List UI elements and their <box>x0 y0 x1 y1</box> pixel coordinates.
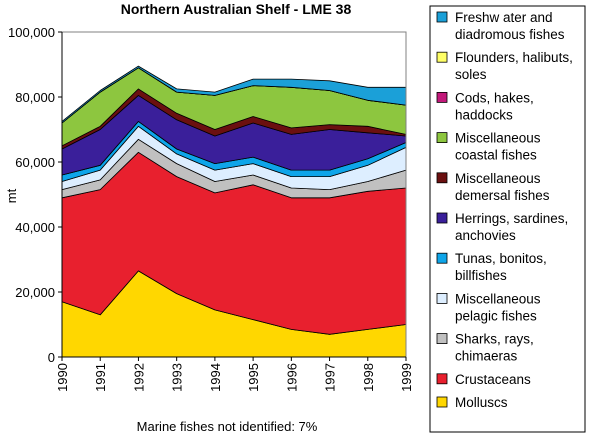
legend-label-herrings-sardines-anchovies: anchovies <box>455 228 516 243</box>
legend: Freshw ater and diadromous fishes Flounder… <box>429 5 586 433</box>
legend-label-cods-hakes-haddocks: Cods, hakes, <box>455 90 534 105</box>
x-tick-label: 1998 <box>361 363 376 392</box>
legend-label-freshwater-and-diadromous-fishes: diadromous fishes <box>455 27 565 42</box>
legend-swatch-molluscs <box>436 396 448 408</box>
legend-label-sharks-rays-chimaeras: Sharks, rays, <box>455 332 534 347</box>
legend-swatch-freshwater-and-diadromous-fishes <box>436 11 448 23</box>
y-tick-label: 40,000 <box>15 220 55 235</box>
x-tick-label: 1995 <box>246 363 261 392</box>
legend-swatch-cods-hakes-haddocks <box>436 92 448 103</box>
legend-swatch-miscellaneous-coastal-fishes <box>436 132 448 144</box>
legend-label-miscellaneous-demersal-fishes: demersal fishes <box>455 188 550 203</box>
legend-box <box>429 5 586 433</box>
legend-label-miscellaneous-coastal-fishes: coastal fishes <box>455 148 537 163</box>
y-tick-label: 60,000 <box>15 155 55 170</box>
legend-swatch-miscellaneous-demersal-fishes <box>436 172 448 184</box>
legend-label-freshwater-and-diadromous-fishes: Freshw ater and <box>455 10 553 25</box>
x-tick-label: 1994 <box>208 363 223 392</box>
legend-label-flounders-halibuts-soles: soles <box>455 67 487 82</box>
x-tick-label: 1993 <box>170 363 185 392</box>
axes: 0 20,000 40,000 60,000 80,000 100,000 1990 1991… <box>8 25 414 392</box>
legend-label-tunas-bonitos-billfishes: billfishes <box>455 268 507 283</box>
x-tick-label: 1997 <box>323 363 338 392</box>
x-tick-label: 1992 <box>131 363 146 392</box>
legend-label-flounders-halibuts-soles: Flounders, halibuts, <box>455 50 573 65</box>
area-series-group <box>61 65 407 358</box>
x-tick-label: 1991 <box>93 363 108 392</box>
y-tick-label: 80,000 <box>15 90 55 105</box>
legend-label-cods-hakes-haddocks: haddocks <box>455 107 513 122</box>
legend-label-crustaceans: Crustaceans <box>455 372 531 387</box>
legend-swatch-miscellaneous-pelagic-fishes <box>436 292 448 304</box>
legend-label-miscellaneous-demersal-fishes: Miscellaneous <box>455 171 541 186</box>
y-tick-label: 0 <box>48 350 55 365</box>
annotation-unidentified: Marine fishes not identified: 7% <box>137 419 318 434</box>
legend-swatch-flounders-halibuts-soles <box>436 51 448 63</box>
y-axis-label: mt <box>4 188 19 203</box>
legend-label-herrings-sardines-anchovies: Herrings, sardines, <box>455 211 568 226</box>
y-tick-label: 20,000 <box>15 285 55 300</box>
legend-label-tunas-bonitos-billfishes: Tunas, bonitos, <box>455 251 547 266</box>
legend-label-miscellaneous-coastal-fishes: Miscellaneous <box>455 131 541 146</box>
chart-title: Northern Australian Shelf - LME 38 <box>121 1 352 17</box>
legend-swatch-sharks-rays-chimaeras <box>436 333 448 345</box>
legend-label-sharks-rays-chimaeras: chimaeras <box>455 349 518 364</box>
legend-swatch-tunas-bonitos-billfishes <box>436 252 448 264</box>
legend-swatch-crustaceans <box>436 373 448 385</box>
legend-label-miscellaneous-pelagic-fishes: pelagic fishes <box>455 308 537 323</box>
x-tick-label: 1999 <box>399 363 414 392</box>
legend-label-miscellaneous-pelagic-fishes: Miscellaneous <box>455 291 541 306</box>
x-tick-label: 1990 <box>55 363 70 392</box>
x-tick-label: 1996 <box>284 363 299 392</box>
legend-label-molluscs: Molluscs <box>455 395 508 410</box>
legend-swatch-herrings-sardines-anchovies <box>436 212 448 224</box>
y-tick-label: 100,000 <box>8 25 55 40</box>
